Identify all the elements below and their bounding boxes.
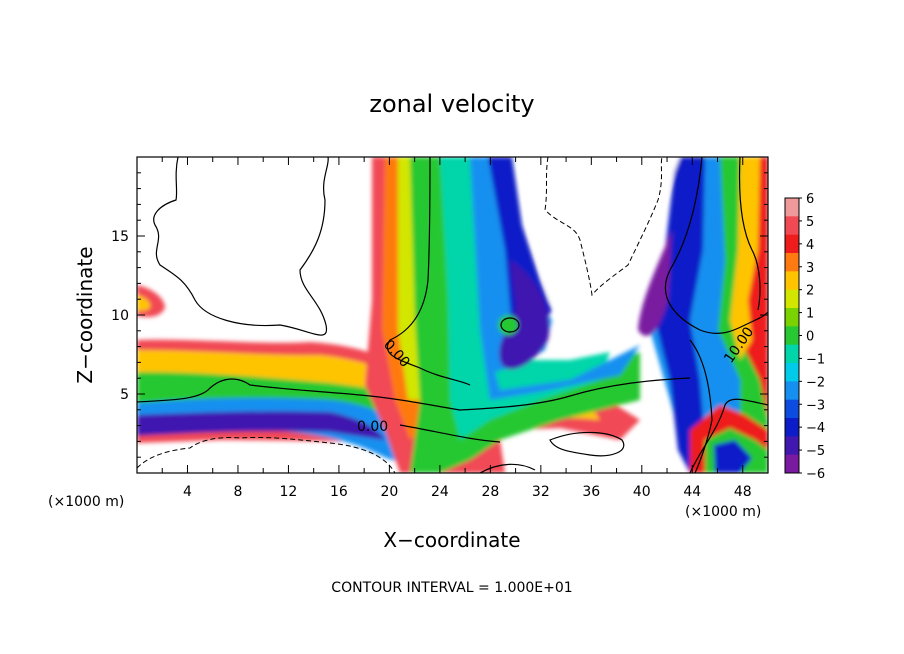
colorbar-label: 2 (806, 284, 814, 299)
colorbar-swatch (785, 344, 799, 364)
chart-title: zonal velocity (369, 90, 534, 118)
colorbar-swatch (785, 436, 799, 456)
colorbar-label: −6 (806, 467, 825, 482)
contour-solid-left-band (137, 377, 691, 411)
x-tick-label: 20 (380, 484, 398, 500)
x-tick-label: 12 (280, 484, 298, 500)
colorbar-swatch (785, 399, 799, 419)
x-tick-label: 16 (330, 484, 348, 500)
x-axis-label: X−coordinate (383, 528, 520, 552)
contour-solid-upper-left (153, 157, 329, 336)
y-tick-label: 15 (111, 229, 129, 245)
contour-interval-note: CONTOUR INTERVAL = 1.000E+01 (331, 580, 572, 596)
colorbar-swatch (785, 271, 799, 291)
contour-solid-lower-loop (549, 431, 625, 457)
x-tick-label: 36 (582, 484, 600, 500)
field-loop-purple (499, 260, 550, 370)
x-tick-label: 44 (683, 484, 701, 500)
contour-dashed-bottom-left (137, 436, 396, 473)
colorbar-swatch (785, 198, 799, 217)
colorbar-label: 3 (806, 261, 814, 276)
field-white-region (520, 157, 680, 330)
x-unit-left: (×1000 m) (48, 494, 124, 510)
field-right-deepblue (655, 157, 705, 473)
colorbar-swatch (785, 234, 799, 254)
field-low-layer-purple (137, 411, 385, 440)
contour-solid-zero-lower (399, 424, 501, 443)
x-tick-label: 28 (481, 484, 499, 500)
contour-solid-lower-right (689, 398, 768, 473)
x-tick-label: 8 (233, 484, 242, 500)
contour-solid-bottom (479, 463, 536, 473)
field-right-purple (638, 230, 672, 336)
x-tick-label: 40 (633, 484, 651, 500)
colorbar-label: 1 (806, 307, 814, 322)
colorbar-swatch (785, 454, 799, 474)
colorbar-swatch (785, 381, 799, 401)
y-axis: 5 10 15 (111, 172, 768, 458)
contour-eddy (500, 317, 520, 333)
y-axis-label: Z−coordinate (73, 246, 97, 383)
x-axis: 4 8 12 16 20 24 28 32 36 40 44 48 (161, 157, 752, 500)
field-right-yellow (730, 157, 760, 360)
colorbar-swatch (785, 363, 799, 382)
y-tick-label: 10 (111, 308, 129, 324)
x-tick-label: 4 (183, 484, 192, 500)
y-tick-label: 5 (120, 387, 129, 403)
contour-solid-right-edge (738, 157, 761, 311)
contour-solid-right-inner (689, 339, 713, 473)
contour-label-1: 0.00 (357, 419, 388, 435)
colorbar-label: −5 (806, 444, 825, 459)
x-tick-label: 32 (532, 484, 550, 500)
colorbar-swatch (785, 308, 799, 327)
colorbar-label: −3 (806, 398, 825, 413)
colorbar-swatch (785, 418, 799, 437)
colorbar-swatch (785, 253, 799, 272)
colorbar: 6 5 4 3 2 1 0 −1 −2 −3 −4 −5 −6 (784, 192, 825, 482)
colorbar-label: −2 (806, 375, 825, 390)
plot-field (137, 157, 768, 473)
colorbar-label: 4 (806, 238, 814, 253)
x-unit-right: (×1000 m) (685, 504, 761, 520)
x-tick-label: 24 (431, 484, 449, 500)
colorbar-label: 6 (806, 192, 814, 207)
field-right-lower-blue (714, 440, 752, 473)
colorbar-label: 5 (806, 215, 814, 230)
colorbar-label: −4 (806, 421, 825, 436)
colorbar-swatch (785, 326, 799, 346)
colorbar-swatch (785, 216, 799, 236)
contour-solid-right-left (664, 157, 768, 334)
contour-lines (137, 157, 768, 473)
colorbar-label: −1 (806, 352, 825, 367)
colorbar-label: 0 (806, 330, 814, 345)
colorbar-swatch (785, 289, 799, 309)
x-tick-label: 48 (734, 484, 752, 500)
contour-dashed-lines (137, 157, 663, 473)
contour-dashed-upper-right (544, 157, 663, 297)
contour-solid-column (386, 157, 471, 386)
